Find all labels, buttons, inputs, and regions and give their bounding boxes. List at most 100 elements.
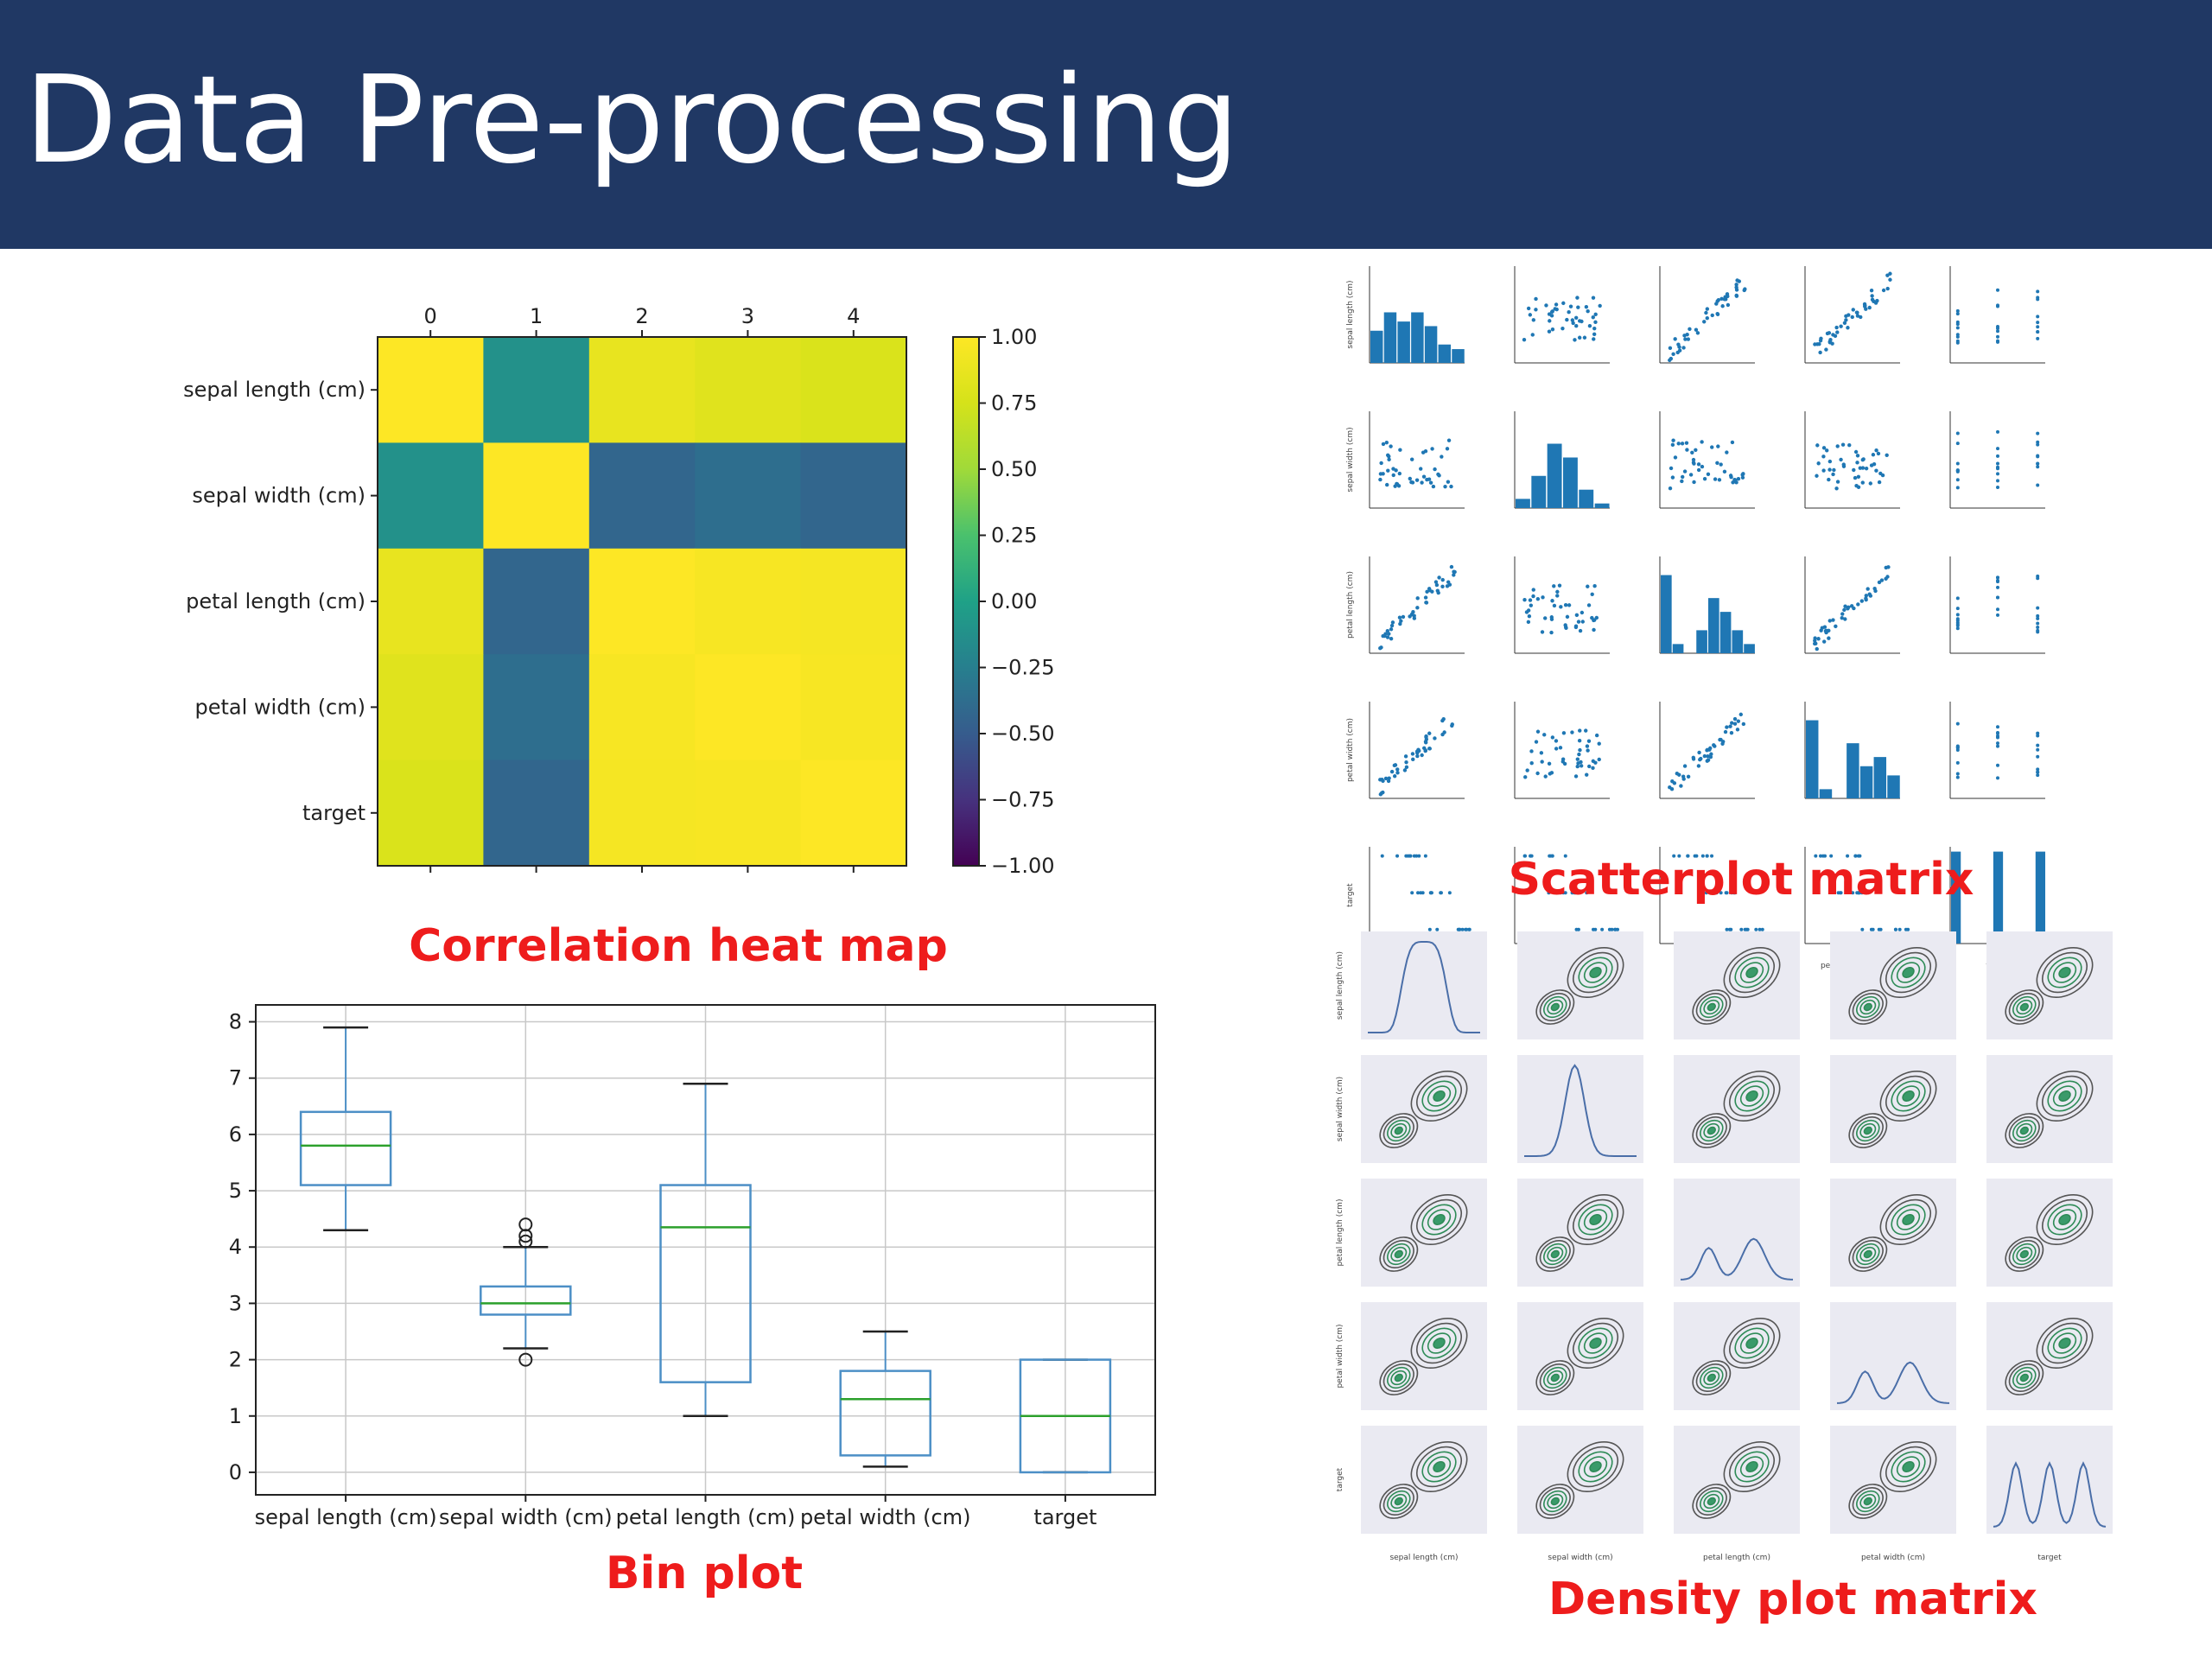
density-contour <box>1739 1332 1764 1354</box>
scatter-point <box>1570 891 1574 895</box>
scatter-point <box>1669 466 1674 471</box>
scatter-point <box>1740 475 1745 480</box>
scatter-point <box>1996 454 1999 458</box>
density-x-axis-label: petal length (cm) <box>1703 1554 1770 1562</box>
scatter-point <box>1594 615 1599 620</box>
density-contour <box>1891 1451 1926 1483</box>
scatter-point <box>1553 307 1557 311</box>
scatter-point <box>1691 461 1696 465</box>
scatter-histogram-bar <box>1397 321 1410 363</box>
scatter-point <box>1813 342 1817 346</box>
scatter-point <box>1955 607 1960 611</box>
density-panel <box>1830 1179 1956 1287</box>
heatmap-cell <box>588 760 696 867</box>
scatter-point <box>1996 479 1999 483</box>
scatter-point <box>1702 476 1707 481</box>
scatter-point <box>1408 614 1412 619</box>
colorbar-tick-label: −0.50 <box>991 721 1055 746</box>
scatter-point <box>1440 718 1445 723</box>
scatter-point <box>1420 753 1424 758</box>
scatter-point <box>1524 610 1529 614</box>
density-x-axis-label: sepal length (cm) <box>1389 1554 1458 1562</box>
scatter-point <box>1560 757 1566 761</box>
scatter-point <box>1576 305 1580 309</box>
density-contour <box>1902 1213 1915 1226</box>
scatter-point <box>1404 765 1409 770</box>
scatter-point <box>1525 768 1529 772</box>
scatter-point <box>1390 620 1395 625</box>
scatter-point <box>1840 442 1846 447</box>
density-contour <box>1410 1071 1468 1122</box>
density-contour <box>2019 1249 2029 1259</box>
heatmap-cell <box>378 337 484 443</box>
density-contour <box>1550 1373 1560 1382</box>
scatter-point <box>1996 486 1999 490</box>
scatter-point <box>1574 927 1579 931</box>
density-contour <box>1394 1126 1403 1135</box>
scatter-point <box>1815 646 1819 652</box>
density-kde-curve <box>1524 1064 1637 1157</box>
density-contour <box>1891 957 1926 988</box>
density-contour <box>1416 1446 1462 1488</box>
scatter-matrix-caption: Scatterplot matrix <box>1509 854 1974 906</box>
scatter-point <box>1860 466 1866 470</box>
scatter-point <box>1568 304 1573 308</box>
density-contour <box>1703 999 1720 1015</box>
heatmap-cell <box>695 654 802 761</box>
scatter-point <box>1859 315 1863 320</box>
scatter-point <box>2036 465 2040 469</box>
heatmap-cell <box>800 548 907 655</box>
scatter-point <box>1668 486 1673 491</box>
density-contour <box>1589 966 1602 979</box>
scatter-point <box>1446 438 1452 442</box>
scatter-y-axis-label: petal width (cm) <box>1346 718 1355 782</box>
scatter-point <box>1559 891 1563 895</box>
density-panel <box>1361 1426 1487 1534</box>
scatter-point <box>1864 891 1868 895</box>
scatter-point <box>1831 618 1835 622</box>
scatter-point <box>1827 636 1831 640</box>
scatter-point <box>1567 603 1572 607</box>
scatter-point <box>1578 728 1582 733</box>
scatter-histogram-bar <box>1516 499 1530 508</box>
scatter-point <box>1996 744 1999 748</box>
scatter-point <box>1728 724 1732 728</box>
density-y-axis-label: petal width (cm) <box>1336 1324 1344 1388</box>
density-panel <box>1986 931 2113 1039</box>
density-panel <box>1674 931 1800 1039</box>
scatter-point <box>1696 764 1701 768</box>
scatter-point <box>1421 474 1427 479</box>
scatter-point <box>1404 760 1408 765</box>
density-contour <box>1390 1370 1408 1386</box>
scatter-point <box>1411 610 1415 614</box>
scatter-point <box>1570 730 1574 734</box>
density-contour <box>1410 1318 1468 1369</box>
scatter-point <box>1843 617 1847 621</box>
scatter-point <box>1391 473 1395 478</box>
scatter-point <box>1586 603 1592 607</box>
scatter-point <box>1812 641 1817 646</box>
scatter-point <box>1833 334 1838 339</box>
density-contour <box>1739 962 1764 983</box>
scatter-point <box>1681 777 1686 781</box>
scatter-point <box>1529 761 1534 766</box>
scatter-point <box>1403 754 1408 759</box>
boxplot-y-tick-label: 4 <box>229 1235 242 1259</box>
scatter-point <box>1385 482 1389 487</box>
scatter-point <box>1855 454 1860 458</box>
density-y-axis-label: sepal width (cm) <box>1336 1077 1344 1141</box>
scatter-histogram-bar <box>1452 349 1465 363</box>
scatter-point <box>1856 485 1861 489</box>
scatter-point <box>1591 766 1595 771</box>
scatter-point <box>1523 775 1528 779</box>
density-contour <box>1578 1204 1613 1236</box>
density-contour <box>1879 1071 1937 1122</box>
scatter-point <box>1719 462 1723 467</box>
scatter-point <box>1393 763 1398 767</box>
scatter-point <box>1996 585 1999 589</box>
scatter-point <box>1886 565 1891 569</box>
density-contour <box>1543 1366 1567 1389</box>
density-y-axis-label: petal length (cm) <box>1336 1199 1344 1267</box>
scatter-point <box>1529 854 1534 858</box>
scatter-point <box>1680 474 1685 480</box>
